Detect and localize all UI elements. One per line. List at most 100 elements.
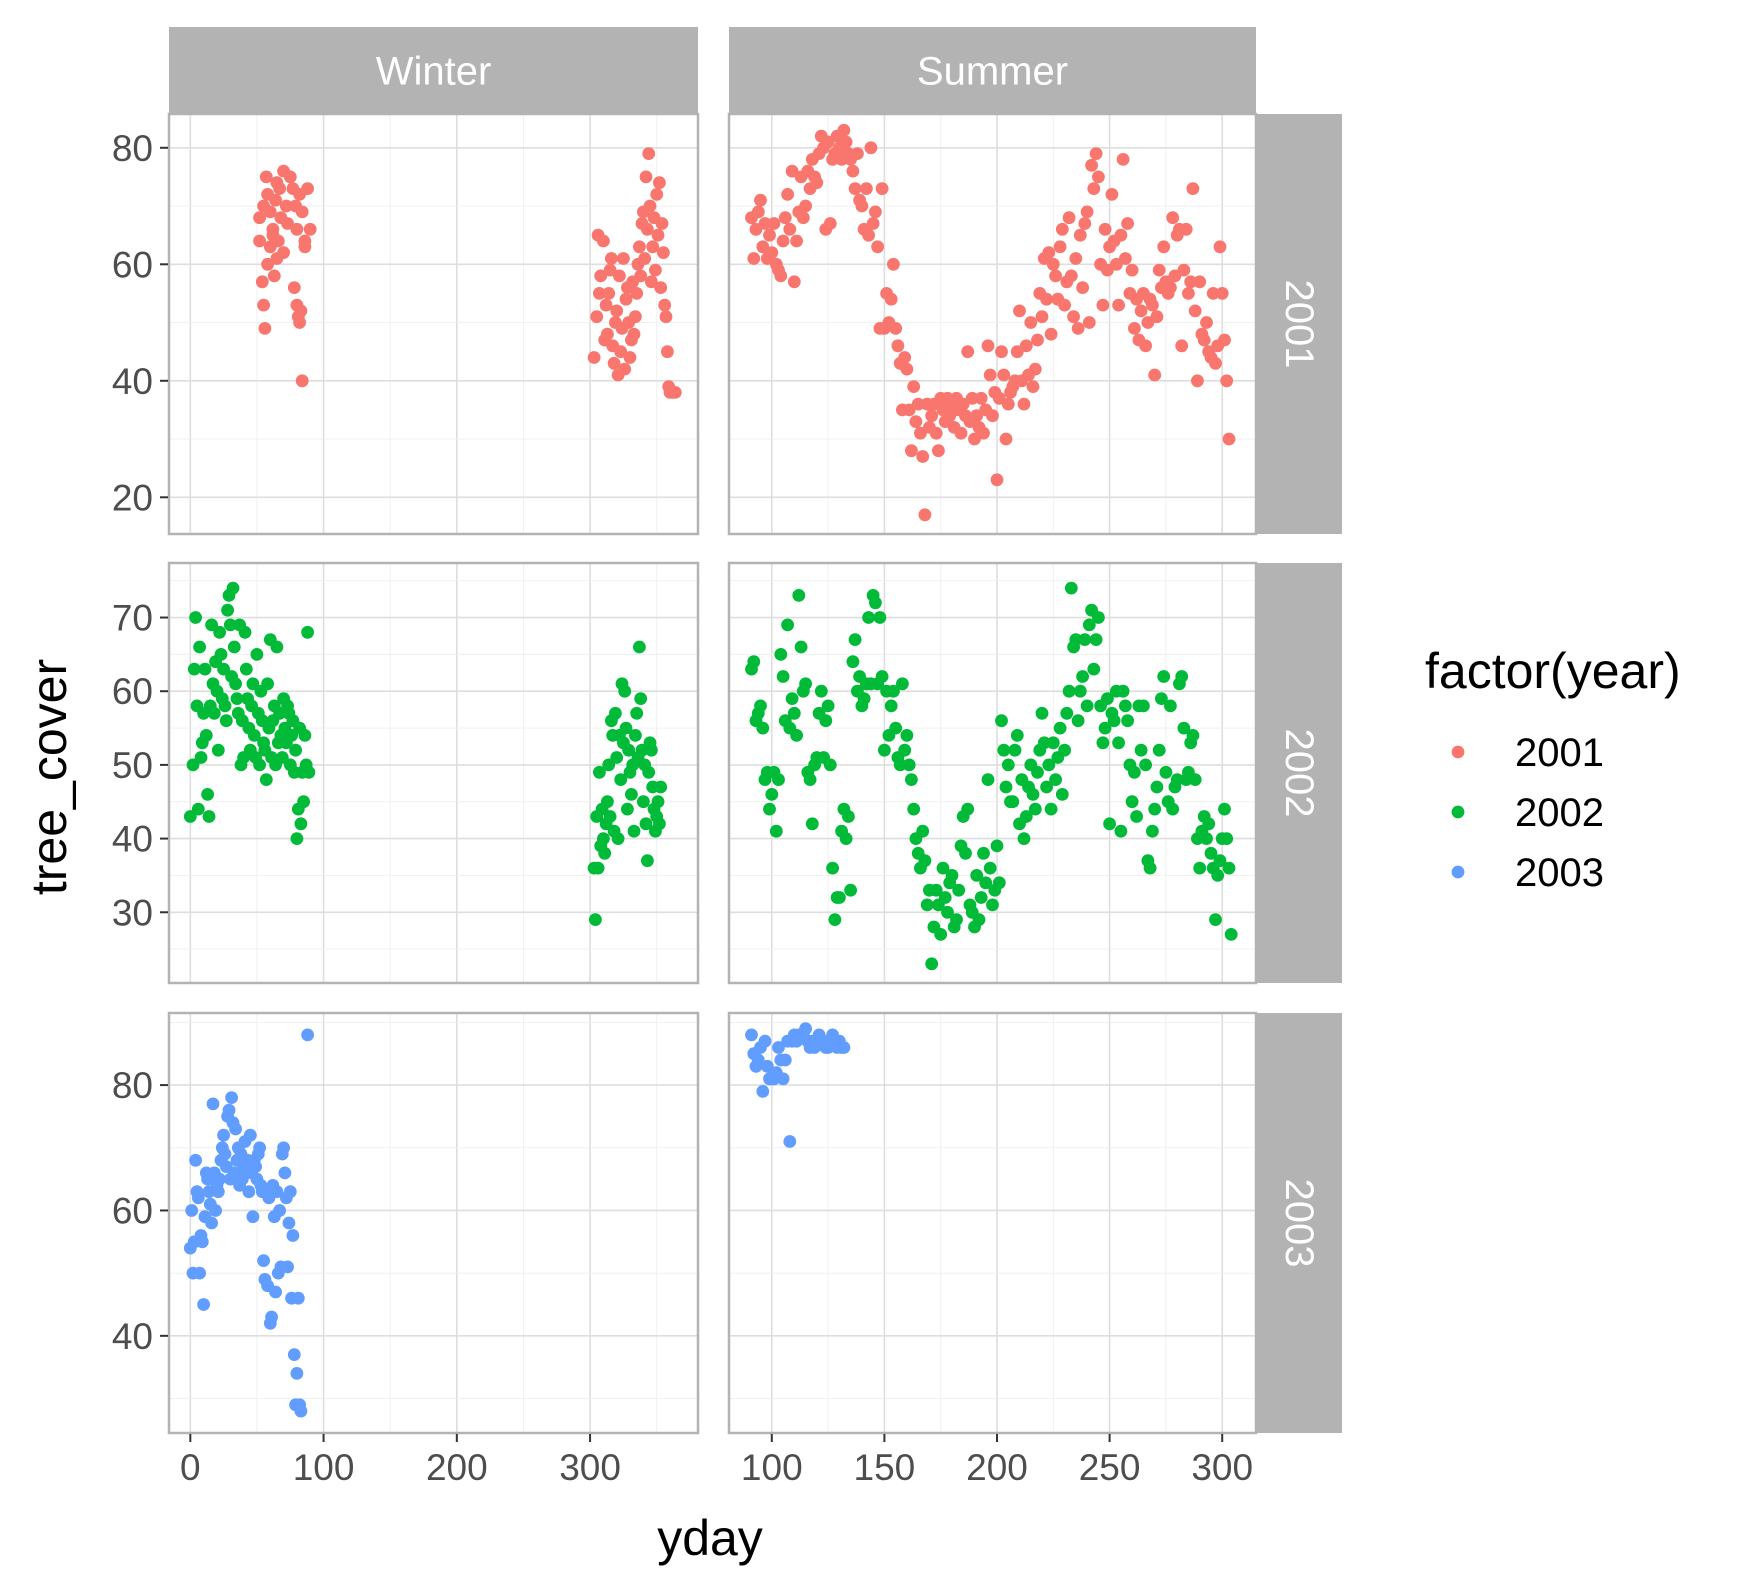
data-point bbox=[765, 246, 779, 259]
data-point bbox=[1096, 736, 1110, 750]
data-point bbox=[842, 810, 855, 823]
data-point bbox=[207, 706, 221, 720]
data-point bbox=[273, 182, 286, 196]
data-point bbox=[1107, 714, 1121, 728]
data-point bbox=[589, 913, 602, 926]
y-tick-label: 40 bbox=[112, 361, 153, 402]
data-point bbox=[298, 729, 312, 742]
data-point bbox=[242, 1185, 256, 1199]
data-point bbox=[281, 1260, 294, 1274]
data-point bbox=[1211, 869, 1225, 882]
data-point bbox=[654, 281, 668, 294]
data-point bbox=[792, 589, 806, 602]
data-point bbox=[932, 444, 945, 458]
data-point bbox=[1071, 714, 1085, 728]
data-point bbox=[611, 832, 625, 845]
data-point bbox=[862, 611, 875, 624]
data-point bbox=[778, 1053, 792, 1067]
data-point bbox=[1042, 246, 1056, 259]
data-point bbox=[294, 1404, 308, 1418]
data-point bbox=[1062, 211, 1076, 225]
data-point bbox=[848, 182, 862, 196]
data-point bbox=[1080, 699, 1094, 713]
data-point bbox=[889, 721, 903, 735]
legend-label: 2002 bbox=[1515, 791, 1604, 835]
data-point bbox=[597, 832, 610, 845]
data-point bbox=[298, 240, 312, 254]
data-point bbox=[271, 234, 285, 248]
data-point bbox=[593, 765, 606, 779]
data-point bbox=[633, 640, 646, 654]
data-point bbox=[1058, 298, 1071, 312]
data-point bbox=[653, 817, 666, 831]
data-point bbox=[1031, 765, 1044, 779]
data-point bbox=[627, 824, 641, 838]
y-tick-label: 60 bbox=[112, 671, 153, 712]
data-point bbox=[999, 780, 1013, 794]
data-point bbox=[977, 846, 990, 860]
data-point bbox=[639, 170, 653, 184]
legend-entry-2001: 2001 bbox=[1451, 731, 1604, 775]
strip-background bbox=[729, 27, 1256, 114]
data-point bbox=[1218, 333, 1231, 347]
data-point bbox=[821, 699, 835, 713]
data-point bbox=[1053, 721, 1067, 735]
data-point bbox=[776, 234, 790, 248]
data-point bbox=[653, 176, 666, 190]
data-point bbox=[1035, 706, 1049, 720]
data-point bbox=[981, 339, 995, 353]
data-point bbox=[799, 677, 812, 691]
data-point bbox=[909, 415, 923, 428]
data-point bbox=[185, 1204, 199, 1217]
panel-summer-2001 bbox=[727, 112, 1258, 536]
data-point bbox=[1006, 795, 1020, 809]
data-point bbox=[787, 275, 801, 289]
data-point bbox=[650, 188, 664, 201]
data-point bbox=[778, 211, 792, 225]
data-point bbox=[1112, 298, 1125, 312]
data-point bbox=[900, 362, 914, 376]
panels bbox=[167, 112, 1258, 1435]
data-point bbox=[907, 380, 921, 393]
data-point bbox=[250, 648, 264, 661]
data-point bbox=[783, 222, 797, 236]
data-point bbox=[197, 1298, 211, 1311]
data-point bbox=[257, 1254, 270, 1267]
data-point bbox=[613, 269, 626, 283]
data-point bbox=[983, 861, 997, 875]
data-point bbox=[1213, 854, 1227, 868]
data-point bbox=[625, 788, 638, 801]
data-point bbox=[193, 640, 207, 654]
data-point bbox=[238, 625, 252, 639]
data-point bbox=[227, 640, 241, 654]
panel-background bbox=[729, 1013, 1256, 1433]
data-point bbox=[1089, 633, 1103, 646]
data-point bbox=[776, 670, 790, 683]
x-tick-label: 0 bbox=[180, 1447, 201, 1488]
data-point bbox=[794, 640, 808, 654]
data-point bbox=[893, 758, 907, 772]
data-point bbox=[961, 345, 975, 359]
data-point bbox=[1092, 611, 1105, 624]
x-tick-label: 300 bbox=[1191, 1447, 1253, 1488]
data-point bbox=[267, 269, 281, 283]
data-point bbox=[938, 891, 952, 904]
data-point bbox=[209, 1204, 223, 1217]
data-point bbox=[218, 1147, 232, 1161]
data-point bbox=[1179, 222, 1193, 236]
data-point bbox=[884, 292, 898, 306]
data-point bbox=[243, 1128, 257, 1142]
data-point bbox=[646, 240, 660, 254]
data-point bbox=[598, 846, 612, 860]
data-point bbox=[1121, 217, 1134, 230]
data-point bbox=[230, 692, 244, 705]
data-point bbox=[259, 170, 273, 184]
data-point bbox=[634, 269, 648, 283]
data-point bbox=[952, 883, 966, 897]
data-point bbox=[950, 913, 963, 926]
data-point bbox=[601, 327, 614, 341]
data-point bbox=[1152, 743, 1166, 757]
data-point bbox=[1121, 714, 1134, 728]
data-point bbox=[651, 795, 665, 809]
data-point bbox=[211, 743, 225, 757]
